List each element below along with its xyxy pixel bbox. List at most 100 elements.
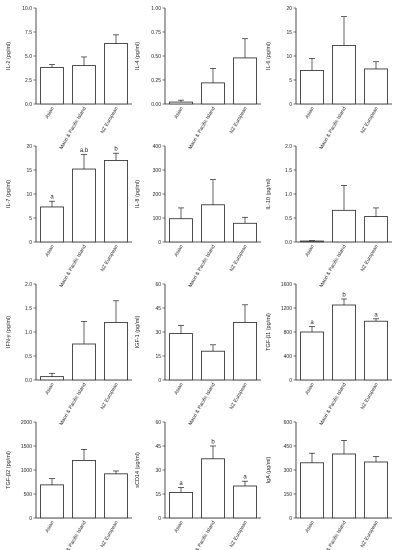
chart-panel: 0 400 800 1200 1600 TGF-β1 (pg/ml) a Asian b Maor… <box>266 282 392 427</box>
bar <box>332 209 356 243</box>
y-axis-label: TGF-β2 (pg/ml) <box>6 451 12 489</box>
bar <box>104 321 128 381</box>
y-tick-label: 15 <box>155 492 161 498</box>
y-tick-label: 15 <box>26 168 32 174</box>
y-tick-label: 0 <box>289 516 292 522</box>
x-category-label: NZ European <box>360 106 380 135</box>
chart-panel: 0.0 0.5 1.0 1.5 2.0 IL-10 (pg/ml) Asian Maori &… <box>266 144 392 289</box>
significance-label: b <box>342 293 346 299</box>
y-tick-label: 1600 <box>281 282 292 288</box>
y-tick-label: 30 <box>155 330 161 336</box>
chart-panel: 0 15 30 45 60 sCD14 (μg/ml) a Asian b Maori & Pac… <box>135 420 261 550</box>
y-tick-label: 500 <box>24 492 33 498</box>
bar <box>72 343 96 381</box>
y-tick-label: 0 <box>158 240 161 246</box>
x-category-label: Maori & Pacific Island <box>318 382 347 427</box>
bar <box>169 491 193 519</box>
y-tick-label: 10.0 <box>22 6 32 12</box>
y-axis-label: IL-6 (pg/ml) <box>266 42 272 70</box>
y-tick-label: 1.5 <box>285 168 292 174</box>
x-category-label: Asian <box>44 382 56 396</box>
chart-panel: 0.0 0.5 1.0 1.5 2.0 IFN-γ (pg/ml) Asian Maori &… <box>6 282 132 427</box>
x-category-label: NZ European <box>360 520 380 549</box>
chart-panel: 0 15 30 45 60 IGF-1 (pg/ml) Asian Maori & Pacif… <box>135 282 261 427</box>
bar <box>72 65 96 105</box>
x-category-label: NZ European <box>229 244 249 273</box>
bar <box>72 168 96 243</box>
x-category-label: NZ European <box>100 244 120 273</box>
significance-label: a <box>310 320 314 326</box>
x-category-label: NZ European <box>229 106 249 135</box>
y-axis-label: IL-10 (pg/ml) <box>266 178 272 209</box>
x-category-label: NZ European <box>360 382 380 411</box>
significance-label: a <box>179 481 183 487</box>
significance-label: a,b <box>80 148 89 154</box>
x-category-label: Asian <box>304 106 316 120</box>
bar <box>201 204 225 243</box>
significance-label: b <box>211 440 215 446</box>
x-category-label: Asian <box>44 244 56 258</box>
y-axis-label: IL-8 (pg/ml) <box>135 180 141 208</box>
bar <box>233 57 257 105</box>
significance-label: b <box>114 147 118 153</box>
y-tick-label: 0.25 <box>151 78 161 84</box>
bar <box>104 473 128 519</box>
bar <box>104 43 128 105</box>
significance-label: a <box>374 312 378 318</box>
chart-panel: 0 500 1000 1500 2000 TGF-β2 (pg/ml) Asian Maori… <box>6 420 132 550</box>
y-tick-label: 1.00 <box>151 6 161 12</box>
chart-panel: 0.0 2.5 5.0 7.5 10.0 IL-2 (pg/ml) Asian Maori &… <box>6 6 132 151</box>
y-tick-label: 15 <box>155 354 161 360</box>
y-tick-label: 100 <box>153 216 162 222</box>
bar <box>364 320 388 381</box>
y-tick-label: 600 <box>284 420 293 426</box>
y-tick-label: 5 <box>29 216 32 222</box>
y-tick-label: 0.0 <box>25 378 32 384</box>
y-tick-label: 15 <box>286 30 292 36</box>
y-tick-label: 300 <box>284 468 293 474</box>
y-tick-label: 1000 <box>21 468 32 474</box>
y-tick-label: 5 <box>289 78 292 84</box>
bar <box>300 70 324 105</box>
bar <box>201 350 225 381</box>
y-axis-label: IL-7 (pg/ml) <box>6 180 12 208</box>
y-tick-label: 1200 <box>281 306 292 312</box>
bar <box>364 68 388 105</box>
chart-panel: 0 150 300 450 600 IgA (μg/ml) Asian Maori & Pac… <box>266 420 392 550</box>
y-axis-label: IGF-1 (pg/ml) <box>135 315 141 348</box>
y-axis-label: IFN-γ (pg/ml) <box>6 316 12 348</box>
y-axis-label: IL-2 (pg/ml) <box>6 42 12 70</box>
bar <box>40 206 64 243</box>
x-category-label: Maori & Pacific Island <box>187 520 216 550</box>
bar <box>104 159 128 243</box>
y-tick-label: 5.0 <box>25 54 32 60</box>
y-tick-label: 60 <box>155 282 161 288</box>
y-tick-label: 20 <box>26 144 32 150</box>
y-tick-label: 150 <box>284 492 293 498</box>
bar <box>300 240 324 243</box>
bar <box>40 376 64 381</box>
bar <box>332 45 356 105</box>
y-tick-label: 0 <box>289 102 292 108</box>
x-category-label: Maori & Pacific Island <box>58 106 87 151</box>
y-tick-label: 2.5 <box>25 78 32 84</box>
y-axis-label: sCD14 (μg/ml) <box>135 452 141 488</box>
x-category-label: Asian <box>44 520 56 534</box>
x-category-label: NZ European <box>100 520 120 549</box>
x-category-label: NZ European <box>100 106 120 135</box>
y-tick-label: 1.0 <box>25 330 32 336</box>
bar <box>169 101 193 105</box>
y-tick-label: 0.50 <box>151 54 161 60</box>
y-tick-label: 200 <box>153 192 162 198</box>
bar <box>201 458 225 519</box>
x-category-label: Maori & Pacific Island <box>187 382 216 427</box>
y-tick-label: 45 <box>155 444 161 450</box>
y-tick-label: 2.0 <box>285 144 292 150</box>
chart-panel: 0 100 200 300 400 IL-8 (pg/ml) Asian Maori & Pa… <box>135 144 261 289</box>
y-axis-label: IgA (μg/ml) <box>266 456 272 483</box>
y-tick-label: 400 <box>153 144 162 150</box>
y-tick-label: 0.00 <box>151 102 161 108</box>
y-tick-label: 10 <box>26 192 32 198</box>
chart-panel: 0 5 10 15 20 IL-6 (pg/ml) Asian Maori & Pacific… <box>266 6 392 151</box>
